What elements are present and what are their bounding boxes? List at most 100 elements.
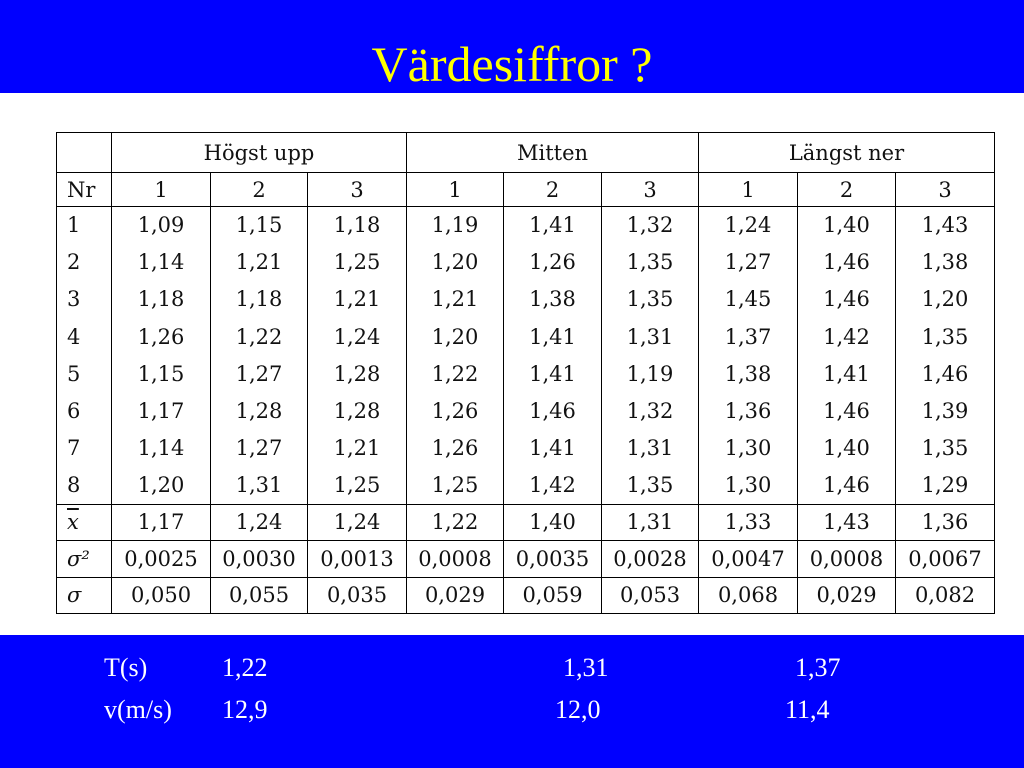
subheader: 1: [698, 172, 798, 207]
footer-text: 1,37: [795, 653, 841, 682]
cell: 2: [56, 243, 112, 281]
cell: 1,31: [210, 466, 308, 505]
title-bar: Värdesiffror ?: [0, 0, 1024, 93]
footer-text: 11,4: [785, 695, 830, 724]
cell: σ: [56, 577, 112, 614]
cell: 1,18: [307, 206, 407, 244]
data-row: 6 1,17 1,28 1,28 1,26 1,46 1,32 1,36 1,46 1,39: [56, 392, 995, 430]
cell: 0,0035: [503, 540, 602, 578]
cell: 1,31: [601, 504, 699, 541]
footer-bar: T(s) 1,22 1,31 1,37 v(m/s) 12,9 12,0 11,4: [0, 635, 1024, 768]
cell: 1,35: [601, 466, 699, 505]
cell: 0,0028: [601, 540, 699, 578]
cell: 1,32: [601, 206, 699, 244]
cell: 7: [56, 429, 112, 467]
cell: 1,22: [406, 355, 504, 393]
cell: 1,26: [406, 429, 504, 467]
cell: 1,20: [895, 280, 995, 319]
cell: 1,17: [111, 392, 211, 430]
cell: 1,41: [503, 318, 602, 356]
cell: 1,09: [111, 206, 211, 244]
summary-row: x 1,17 1,24 1,24 1,22 1,40 1,31 1,33 1,43 1,36: [56, 504, 995, 541]
cell: 1,17: [111, 504, 211, 541]
cell: 1,40: [503, 504, 602, 541]
cell: 1,41: [503, 429, 602, 467]
cell: 1,25: [307, 243, 407, 281]
cell: 1,40: [797, 429, 896, 467]
cell: 0,029: [797, 577, 896, 614]
cell: 0,082: [895, 577, 995, 614]
cell: 0,0067: [895, 540, 995, 578]
cell: 0,0008: [406, 540, 504, 578]
cell: 1,41: [503, 206, 602, 244]
cell: 1,20: [406, 243, 504, 281]
cell: 1,26: [406, 392, 504, 430]
cell: 0,050: [111, 577, 211, 614]
subheader: Nr: [56, 172, 112, 207]
cell: 1,41: [797, 355, 896, 393]
footer-text: 1,31: [563, 653, 609, 682]
cell: 1,37: [698, 318, 798, 356]
group-header: Mitten: [406, 132, 699, 173]
cell: 1,35: [601, 280, 699, 319]
subheader: 1: [406, 172, 504, 207]
cell: 1,35: [601, 243, 699, 281]
cell: 1,26: [503, 243, 602, 281]
footer-text: 1,22: [222, 653, 268, 682]
data-row: 7 1,14 1,27 1,21 1,26 1,41 1,31 1,30 1,40 1,35: [56, 429, 995, 467]
group-header: Högst upp: [111, 132, 407, 173]
cell: 1,43: [797, 504, 896, 541]
footer-text: 12,9: [222, 695, 268, 724]
cell: 0,0025: [111, 540, 211, 578]
cell: 1,20: [111, 466, 211, 505]
group-header: Längst ner: [698, 132, 995, 173]
cell: 1,38: [895, 243, 995, 281]
empty-cell: [56, 132, 112, 173]
subheader: 2: [210, 172, 308, 207]
cell: 1,26: [111, 318, 211, 356]
cell: 1,31: [601, 429, 699, 467]
data-row: 5 1,15 1,27 1,28 1,22 1,41 1,19 1,38 1,41 1,46: [56, 355, 995, 393]
cell: 1,38: [698, 355, 798, 393]
cell: 6: [56, 392, 112, 430]
cell: 1,24: [210, 504, 308, 541]
cell: 1,21: [210, 243, 308, 281]
cell: 1,19: [406, 206, 504, 244]
cell: 1,19: [601, 355, 699, 393]
cell: 1,43: [895, 206, 995, 244]
cell: 1,35: [895, 318, 995, 356]
cell: 1,22: [406, 504, 504, 541]
data-row: 1 1,09 1,15 1,18 1,19 1,41 1,32 1,24 1,40 1,43: [56, 206, 995, 244]
footer-text: T(s): [104, 653, 148, 682]
header-row: Högst upp Mitten Längst ner: [56, 132, 995, 173]
cell: 1,24: [698, 206, 798, 244]
cell: 1,27: [210, 429, 308, 467]
cell: 0,0047: [698, 540, 798, 578]
footer-text: 12,0: [555, 695, 601, 724]
subheader: 3: [601, 172, 699, 207]
cell: 1,33: [698, 504, 798, 541]
cell: 1,21: [307, 280, 407, 319]
cell: 1,24: [307, 504, 407, 541]
cell: 1,30: [698, 429, 798, 467]
cell: 1,21: [406, 280, 504, 319]
cell: 1,28: [307, 355, 407, 393]
cell: 1,42: [797, 318, 896, 356]
subheader-row: Nr 1 2 3 1 2 3 1 2 3: [56, 172, 995, 207]
cell: x: [56, 504, 112, 541]
cell: 1,46: [895, 355, 995, 393]
cell: 1,40: [797, 206, 896, 244]
cell: 1,46: [797, 243, 896, 281]
cell: σ²: [56, 540, 112, 578]
cell: 1,15: [111, 355, 211, 393]
data-table: Högst upp Mitten Längst ner Nr 1 2 3 1 2 3 1 2 3 1 1,0…: [56, 132, 995, 614]
cell: 1,15: [210, 206, 308, 244]
footer-text: v(m/s): [104, 695, 172, 724]
cell: 1,36: [698, 392, 798, 430]
cell: 8: [56, 466, 112, 505]
data-row: 8 1,20 1,31 1,25 1,25 1,42 1,35 1,30 1,46 1,29: [56, 466, 995, 505]
cell: 0,055: [210, 577, 308, 614]
cell: 1,30: [698, 466, 798, 505]
cell: 0,035: [307, 577, 407, 614]
